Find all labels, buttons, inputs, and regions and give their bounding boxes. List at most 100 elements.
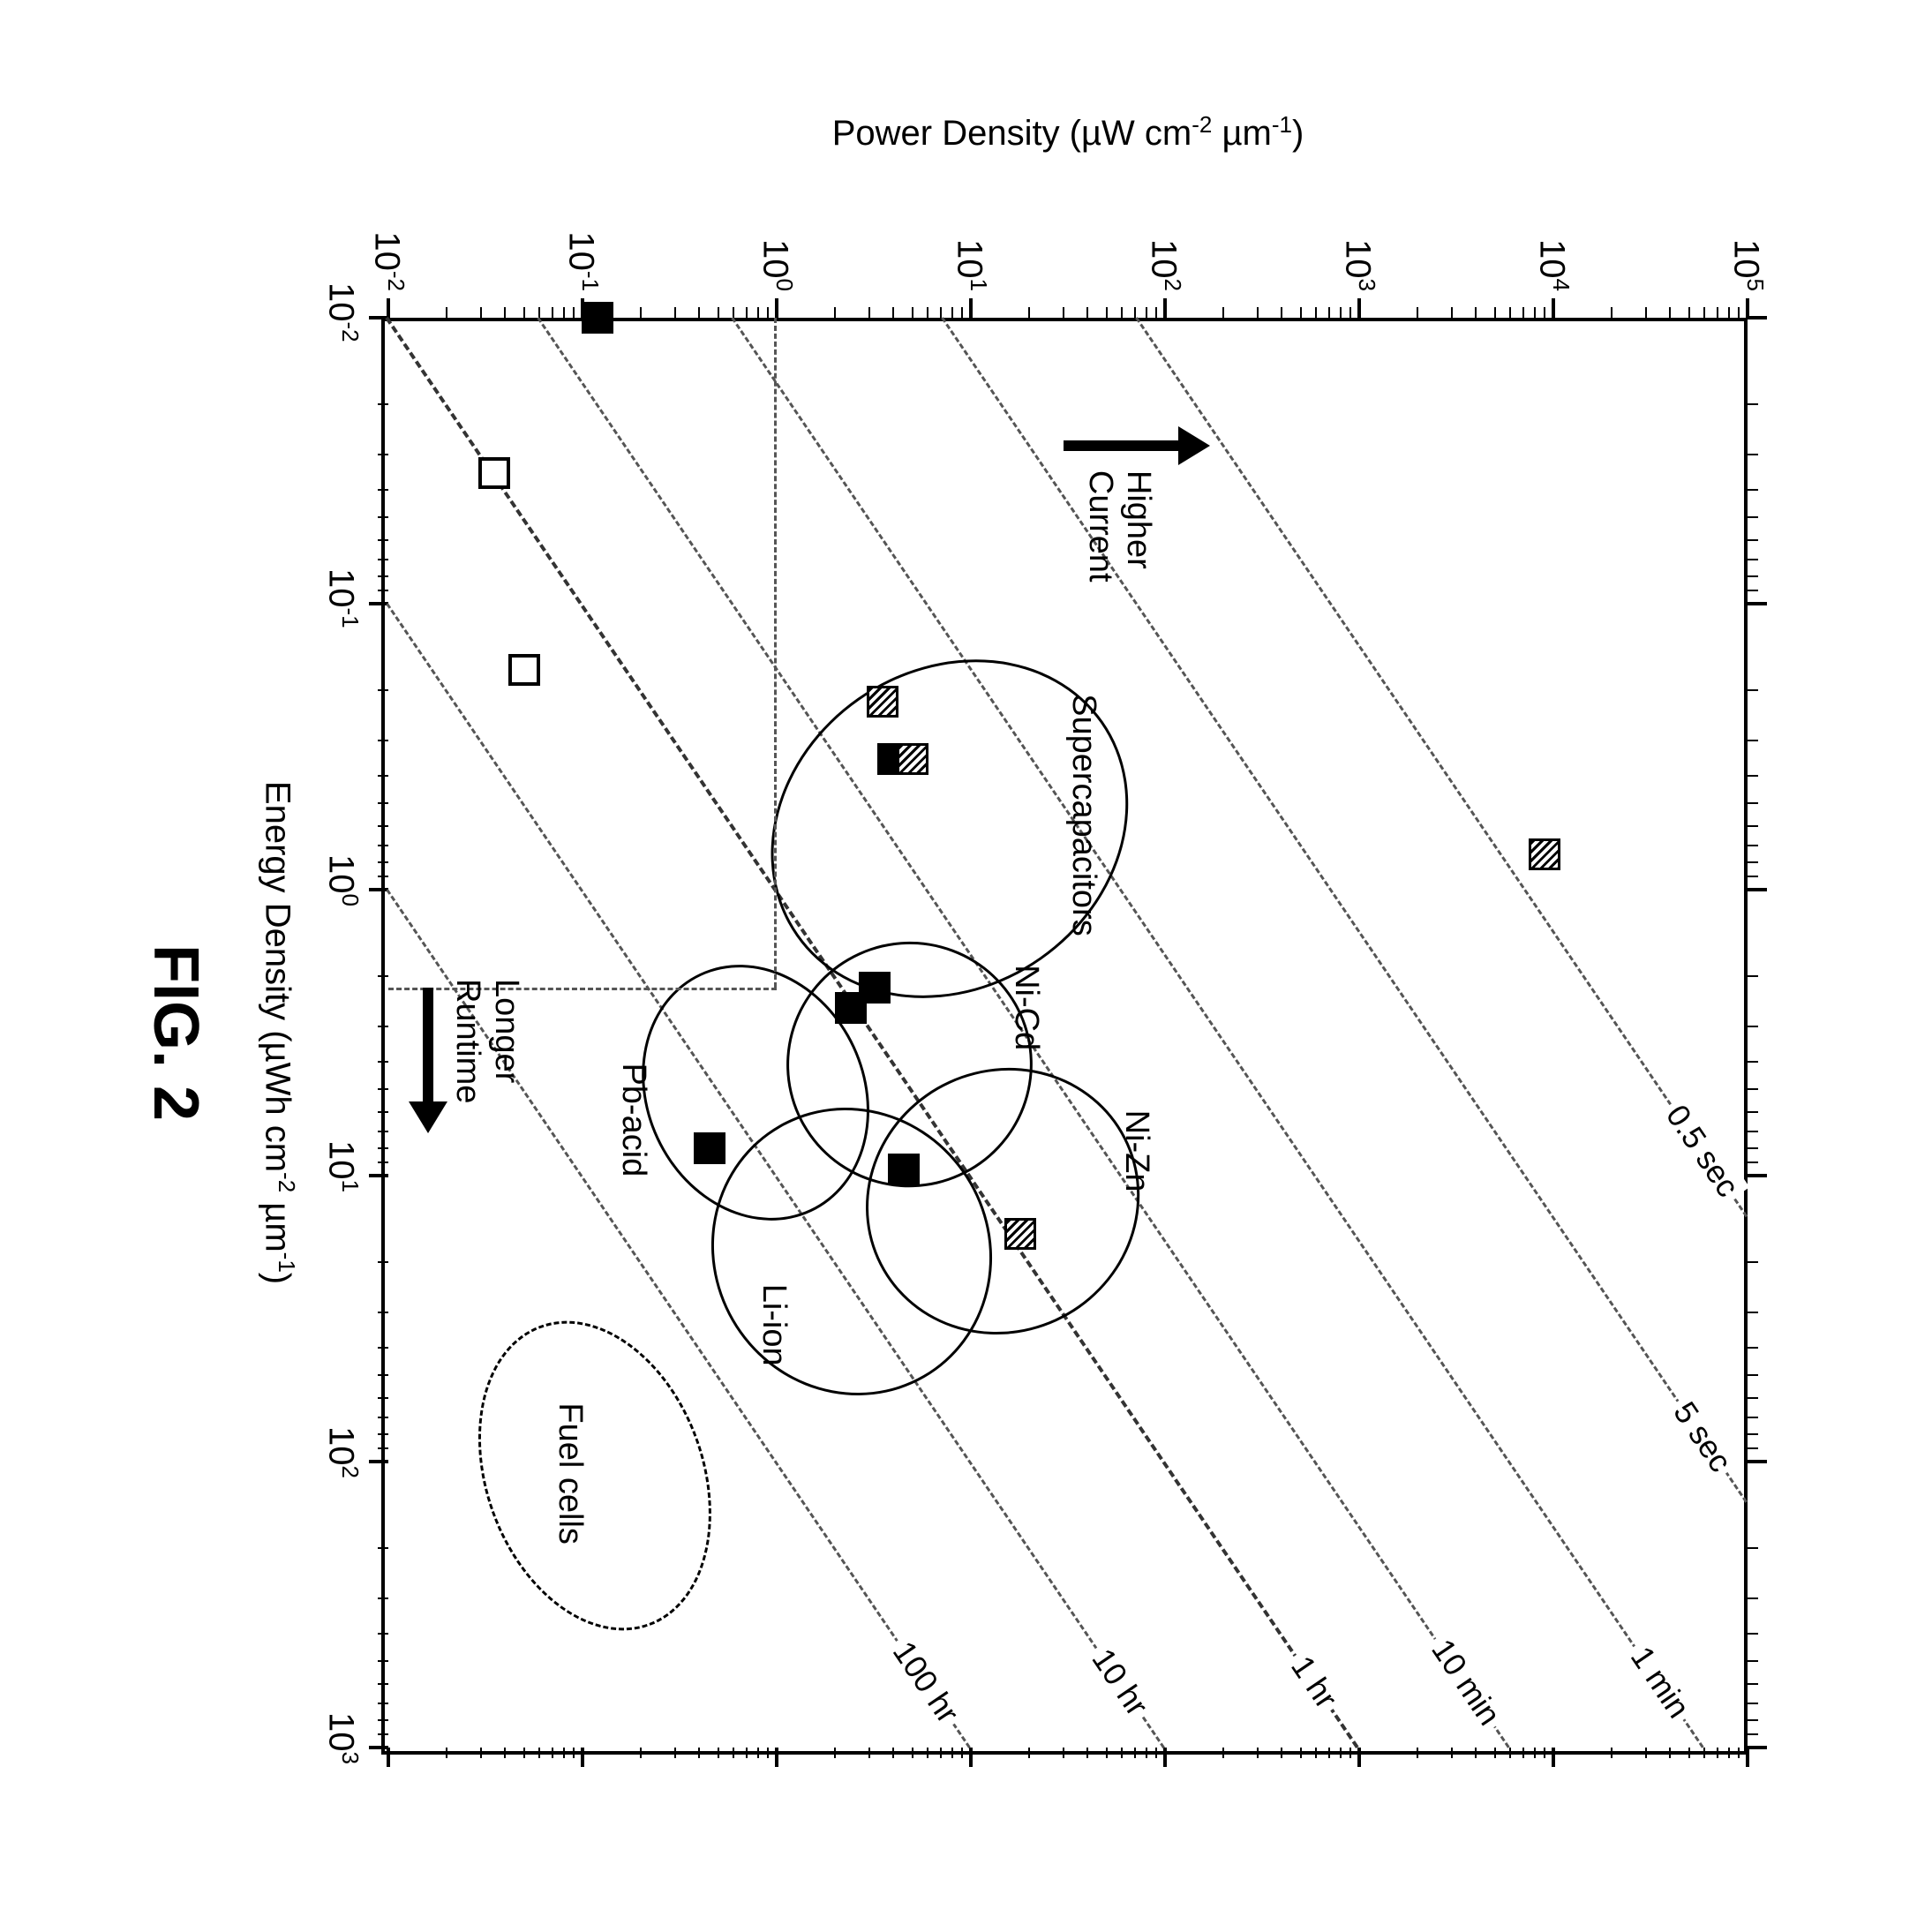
x-tick-minor xyxy=(378,1547,388,1549)
y-tick-minor xyxy=(480,307,482,318)
y-tick-minor xyxy=(1028,307,1030,318)
x-tick-major-top xyxy=(1748,316,1767,319)
longer-runtime-arrow xyxy=(423,988,433,1101)
y-tick-minor xyxy=(1340,307,1342,318)
y-tick-minor-right xyxy=(1328,1748,1330,1758)
x-tick-minor-top xyxy=(1748,403,1758,405)
y-tick-minor xyxy=(552,307,553,318)
time-diagonal-label: 1 hr xyxy=(1281,1644,1348,1719)
y-tick-major-right xyxy=(581,1748,584,1767)
y-tick-major xyxy=(1552,298,1555,318)
y-tick-minor xyxy=(640,307,642,318)
data-marker-hatched xyxy=(1529,838,1560,870)
region-label: Ni-Zn xyxy=(1117,1110,1155,1192)
y-tick-minor xyxy=(940,307,942,318)
y-tick-minor xyxy=(767,307,769,318)
x-tick-minor-top xyxy=(1748,1683,1758,1685)
y-tick-minor xyxy=(912,307,913,318)
y-tick-minor-right xyxy=(1703,1748,1705,1758)
y-tick-minor-right xyxy=(1717,1748,1718,1758)
y-tick-major xyxy=(1163,298,1167,318)
y-axis-label: Power Density (µW cm-2 µm-1) xyxy=(832,111,1304,154)
x-tick-minor xyxy=(378,539,388,541)
y-tick-minor-right xyxy=(698,1748,700,1758)
y-tick-label: 103 xyxy=(1338,239,1380,291)
x-tick-minor-top xyxy=(1748,876,1758,877)
x-tick-minor xyxy=(378,1147,388,1149)
x-tick-minor-top xyxy=(1748,1433,1758,1435)
y-tick-minor-right xyxy=(1300,1748,1302,1758)
data-marker-hatched xyxy=(897,743,928,775)
y-tick-minor-right xyxy=(834,1748,836,1758)
x-tick-minor-top xyxy=(1748,1733,1758,1735)
y-tick-major-right xyxy=(775,1748,778,1767)
y-tick-major xyxy=(1357,298,1361,318)
x-tick-minor-top xyxy=(1748,489,1758,491)
x-tick-minor xyxy=(378,1417,388,1418)
y-tick-minor xyxy=(1134,307,1136,318)
y-tick-minor xyxy=(1669,307,1671,318)
x-tick-minor xyxy=(378,975,388,977)
x-tick-minor-top xyxy=(1748,1088,1758,1090)
region-label: Li-ion xyxy=(755,1284,793,1366)
x-tick-label: 10-2 xyxy=(321,282,364,342)
y-tick-minor-right xyxy=(1509,1748,1511,1758)
y-tick-minor-right xyxy=(538,1748,540,1758)
y-tick-minor-right xyxy=(892,1748,894,1758)
y-tick-minor xyxy=(1494,307,1496,318)
x-tick-minor xyxy=(378,516,388,518)
x-tick-minor-top xyxy=(1748,689,1758,691)
y-tick-minor xyxy=(1328,307,1330,318)
x-tick-minor-top xyxy=(1748,1026,1758,1027)
y-tick-minor-right xyxy=(1475,1748,1477,1758)
y-tick-minor-right xyxy=(552,1748,553,1758)
x-tick-label: 101 xyxy=(321,1140,364,1192)
x-tick-minor xyxy=(378,575,388,577)
x-tick-minor xyxy=(378,1312,388,1313)
x-axis-label: Energy Density (µWh cm-2 µm-1) xyxy=(258,781,300,1284)
y-tick-minor xyxy=(868,307,870,318)
x-tick-minor-top xyxy=(1748,1131,1758,1132)
x-tick-label: 103 xyxy=(321,1712,364,1764)
x-tick-label: 10-1 xyxy=(321,568,364,628)
y-tick-minor-right xyxy=(1611,1748,1613,1758)
y-tick-minor-right xyxy=(480,1748,482,1758)
y-tick-label: 10-2 xyxy=(367,231,410,291)
x-tick-minor-top xyxy=(1748,825,1758,827)
x-tick-minor-top xyxy=(1748,775,1758,777)
y-tick-minor-right xyxy=(1340,1748,1342,1758)
y-tick-minor xyxy=(834,307,836,318)
longer-runtime-arrow-head xyxy=(409,1101,447,1133)
y-tick-minor xyxy=(698,307,700,318)
x-tick-minor xyxy=(378,775,388,777)
y-tick-minor-right xyxy=(1544,1748,1545,1758)
y-tick-major xyxy=(969,298,973,318)
x-tick-minor xyxy=(378,590,388,591)
y-tick-minor xyxy=(1300,307,1302,318)
y-tick-label: 105 xyxy=(1726,239,1769,291)
y-tick-minor-right xyxy=(674,1748,676,1758)
y-tick-minor-right xyxy=(1222,1748,1224,1758)
x-tick-minor xyxy=(378,1061,388,1063)
x-tick-minor-top xyxy=(1748,1447,1758,1449)
x-tick-minor xyxy=(378,1447,388,1449)
x-tick-minor xyxy=(378,1161,388,1163)
x-tick-minor-top xyxy=(1748,802,1758,804)
x-tick-minor xyxy=(378,876,388,877)
y-tick-minor-right xyxy=(1688,1748,1690,1758)
x-tick-minor-top xyxy=(1748,1417,1758,1418)
y-tick-minor-right xyxy=(1155,1748,1157,1758)
y-tick-minor-right xyxy=(504,1748,506,1758)
y-tick-minor xyxy=(1155,307,1157,318)
y-tick-minor-right xyxy=(940,1748,942,1758)
y-tick-minor xyxy=(1106,307,1108,318)
y-tick-major-right xyxy=(1357,1748,1361,1767)
x-tick-minor xyxy=(378,845,388,846)
x-tick-minor-top xyxy=(1748,590,1758,591)
x-tick-minor-top xyxy=(1748,575,1758,577)
x-tick-minor xyxy=(378,1347,388,1349)
region-label: Supercapacitors xyxy=(1064,694,1102,936)
x-tick-minor xyxy=(378,861,388,863)
y-tick-minor xyxy=(1417,307,1418,318)
y-tick-minor-right xyxy=(1645,1748,1647,1758)
